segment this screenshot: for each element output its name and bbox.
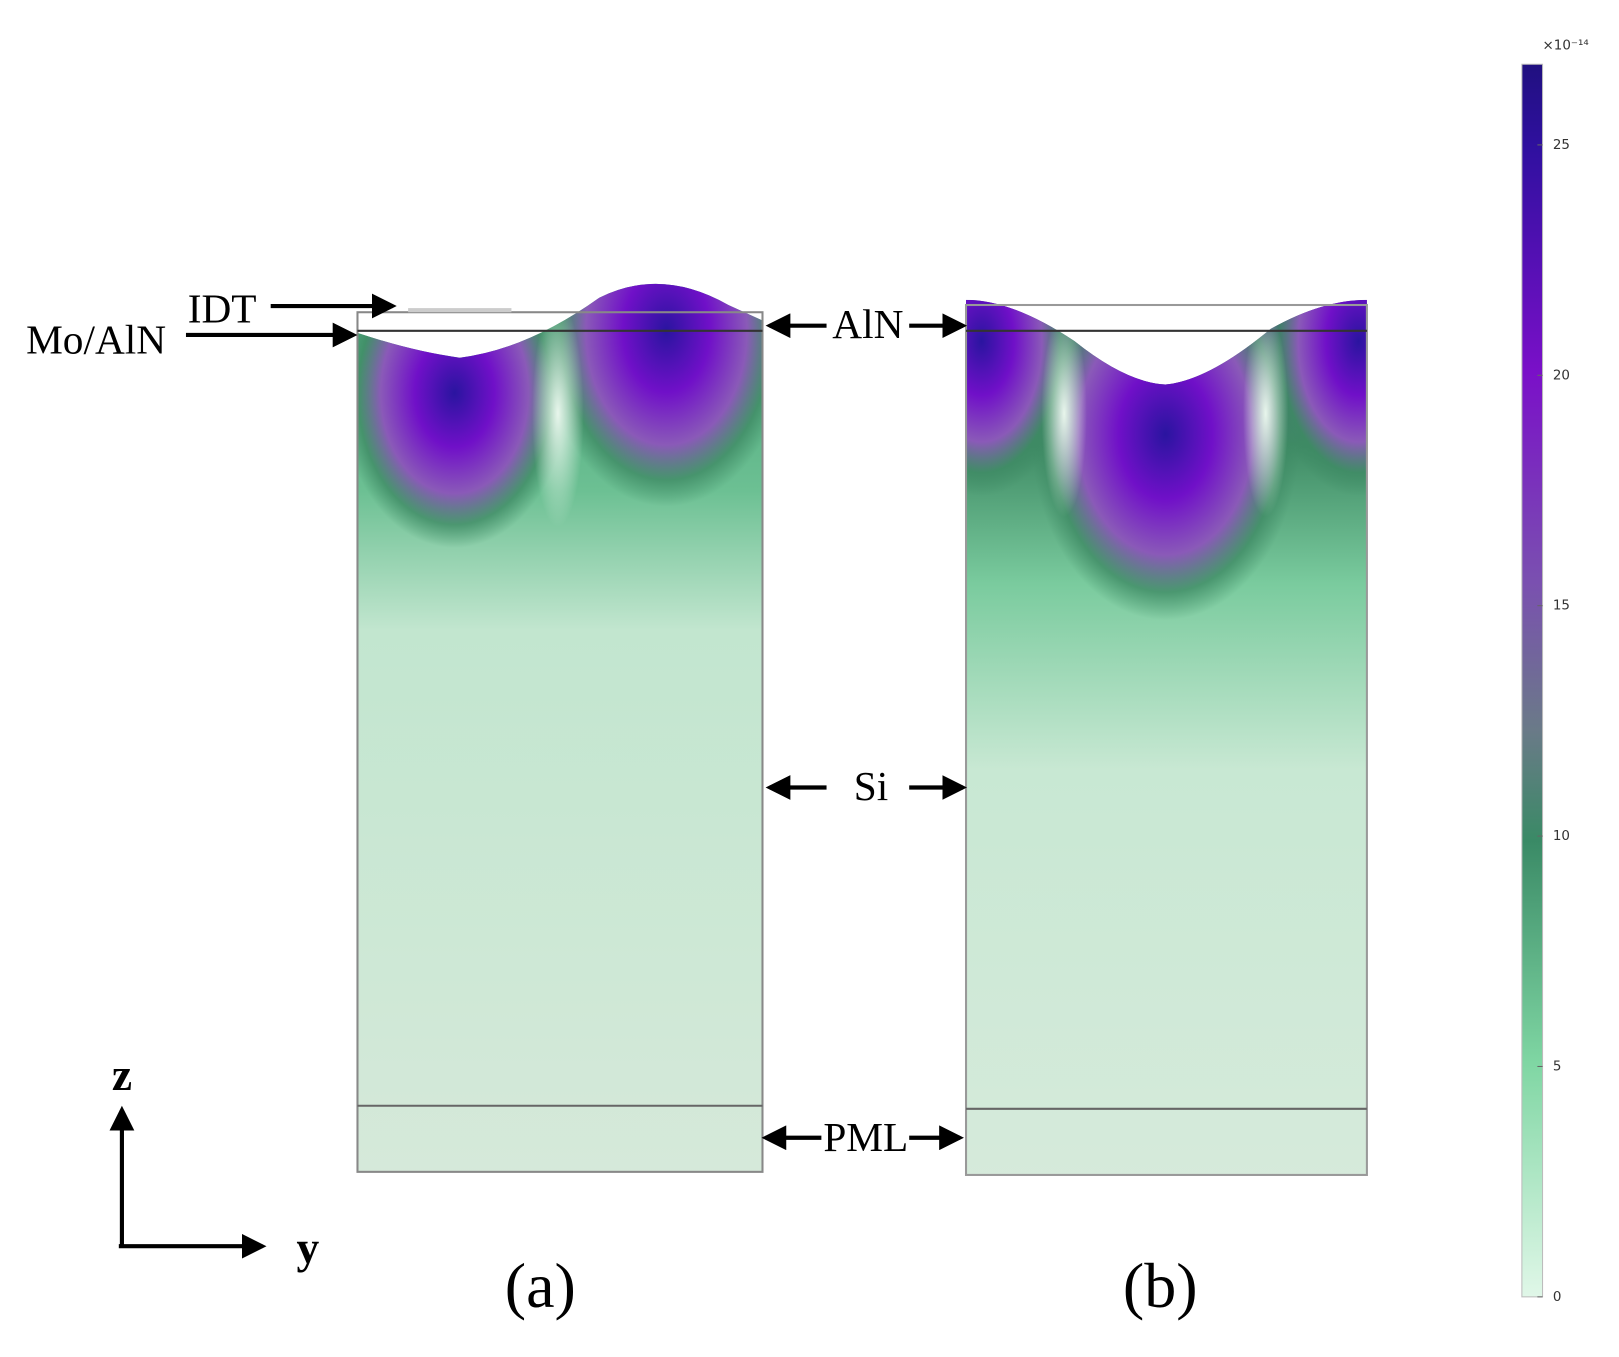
colorbar-tick-label: 15 [1553,599,1570,614]
pml-label: PML [823,1114,908,1160]
z-axis-label: z [112,1049,132,1100]
colorbar-tick-label: 25 [1553,138,1570,153]
aln-label: AlN [832,301,903,347]
colorbar-tick-label: 0 [1553,1290,1562,1305]
panel-b-field [964,299,1368,1176]
y-axis-label: y [297,1222,320,1273]
mo-aln-label: Mo/AlN [26,317,166,363]
panel-a-caption: (a) [505,1250,576,1321]
colorbar-unit: ×10⁻¹⁴ [1543,39,1589,54]
colorbar-tick-label: 5 [1553,1059,1562,1074]
colorbar-tick-label: 10 [1553,829,1570,844]
colorbar: ×10⁻¹⁴ 0 5 10 15 20 25 [1521,39,1589,1305]
si-label: Si [854,763,888,809]
idt-label: IDT [188,286,257,332]
panel-a-field [356,283,764,1173]
colorbar-scale [1521,63,1544,1298]
colorbar-tick-label: 20 [1553,368,1570,383]
panel-b-caption: (b) [1123,1250,1198,1321]
arrows [109,293,968,1259]
